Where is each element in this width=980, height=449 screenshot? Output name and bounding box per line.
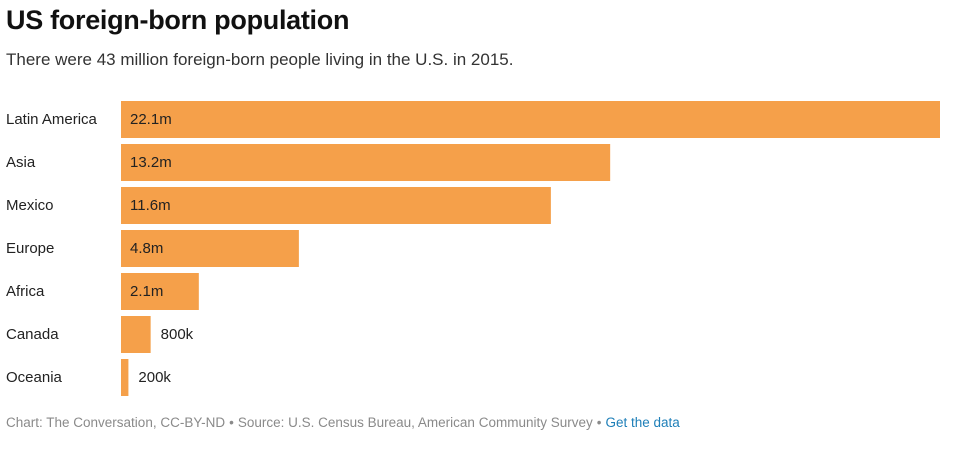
category-label: Canada <box>6 326 59 343</box>
bar <box>121 144 611 181</box>
data-source: Source: U.S. Census Bureau, American Com… <box>237 415 593 430</box>
chart-credit: Chart: The Conversation, CC-BY-ND <box>6 415 226 430</box>
data-label: 4.8m <box>130 240 163 257</box>
data-label: 800k <box>161 326 194 343</box>
data-label: 11.6m <box>130 197 171 214</box>
category-label: Mexico <box>6 197 54 214</box>
category-label: Latin America <box>6 111 98 128</box>
category-label: Africa <box>6 283 45 300</box>
data-label: 13.2m <box>130 154 172 171</box>
category-label: Asia <box>6 154 36 171</box>
data-label: 22.1m <box>130 111 172 128</box>
bar-chart: Latin America 22.1m Asia 13.2m Mexico 11.6m Eu… <box>6 101 940 396</box>
bar <box>121 230 299 267</box>
footer-separator: • <box>229 415 234 430</box>
category-label: Europe <box>6 240 54 257</box>
chart-footer: Chart: The Conversation, CC-BY-ND • Source… <box>6 414 680 432</box>
bar <box>121 187 551 224</box>
data-label: 2.1m <box>130 283 163 300</box>
bar <box>121 273 199 310</box>
footer-separator: • <box>596 415 602 430</box>
data-label: 200k <box>138 369 171 386</box>
bar <box>121 101 940 138</box>
bar <box>121 316 151 353</box>
get-the-data-link[interactable]: Get the data <box>605 415 680 430</box>
bar <box>121 359 129 396</box>
chart-title: US foreign-born population <box>6 5 350 35</box>
category-label: Oceania <box>6 369 63 386</box>
chart-subtitle: There were 43 million foreign-born peopl… <box>6 50 514 69</box>
